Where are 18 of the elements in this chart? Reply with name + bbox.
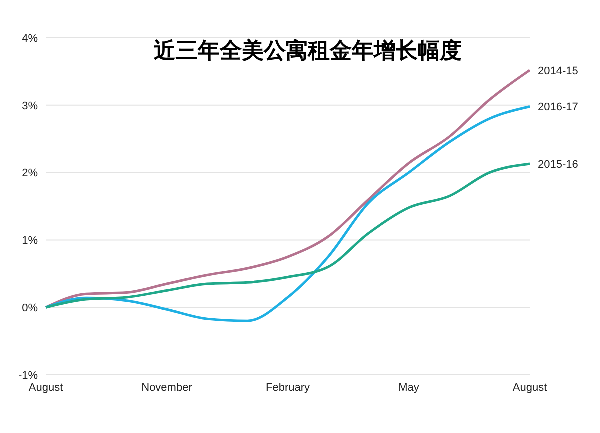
y-tick-label: 3%: [22, 100, 38, 112]
y-tick-label: 4%: [22, 32, 38, 45]
line-series: [44, 106, 532, 322]
x-tick-label: August: [512, 382, 548, 394]
y-tick-label: 1%: [22, 235, 38, 248]
series-label: 2014-15: [538, 65, 578, 78]
chart-title: 近三年全美公寓租金年增长幅度: [154, 39, 462, 64]
y-tick-label: 0%: [22, 302, 38, 315]
line-series: [44, 69, 532, 309]
series-label: 2016-17: [538, 102, 578, 114]
x-tick-label: August: [28, 382, 64, 394]
x-tick-label: May: [398, 382, 420, 394]
x-tick-label: February: [266, 382, 310, 394]
y-tick-label: -1%: [18, 370, 38, 382]
y-tick-label: 2%: [22, 168, 38, 180]
line-series: [44, 162, 532, 309]
x-tick-label: November: [142, 382, 193, 394]
series-label: 2015-16: [538, 159, 578, 172]
